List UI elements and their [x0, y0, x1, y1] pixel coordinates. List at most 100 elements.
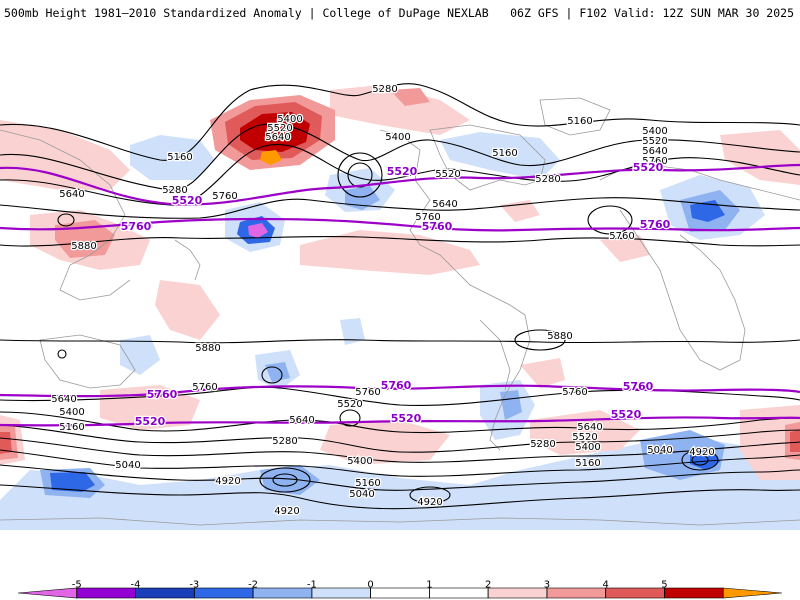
contour-closed-low	[337, 152, 383, 198]
contour-label: 5040	[647, 445, 672, 456]
contour-line	[0, 197, 800, 219]
contour-5760-south	[0, 384, 800, 398]
legend-tick-label: -1	[307, 580, 317, 591]
highlight-contour-label: 5760	[121, 220, 152, 233]
contour-closed-low	[57, 213, 75, 227]
anomaly-map: 5280540055205640516054005160516054005520…	[0, 40, 800, 560]
contour-label: 5640	[642, 146, 667, 157]
contour-label: 5040	[115, 460, 140, 471]
contour-label: 5160	[567, 116, 592, 127]
highlight-contour-label: 5760	[623, 380, 654, 393]
contour-closed-low	[514, 329, 566, 351]
coastline	[479, 319, 511, 391]
contour-5520-north	[0, 163, 800, 206]
highlight-contour-label: 5520	[172, 194, 203, 207]
contour-label: 5160	[59, 422, 84, 433]
contour-line	[0, 83, 800, 161]
coastline	[174, 239, 201, 281]
legend-tick-label: 0	[367, 580, 373, 591]
contour-label: 5280	[530, 439, 555, 450]
highlight-contour-label: 5760	[381, 379, 412, 392]
contour-label: 5640	[577, 422, 602, 433]
legend-tick-label: 1	[426, 580, 432, 591]
coastline	[429, 124, 546, 191]
legend-tick-label: 4	[603, 580, 609, 591]
contour-label: 5160	[492, 148, 517, 159]
contour-label: 5640	[51, 394, 76, 405]
legend-swatch	[546, 587, 606, 599]
legend-swatch	[429, 587, 489, 599]
contour-closed-low	[261, 366, 283, 384]
legend-tick-label: -5	[72, 580, 82, 591]
contour-label: 5760	[642, 156, 667, 167]
contour-line	[0, 424, 800, 453]
contour-label: 5280	[162, 185, 187, 196]
contour-label: 5160	[575, 458, 600, 469]
contour-closed-low	[339, 409, 361, 427]
contour-5760-north	[0, 217, 800, 232]
anomaly-negative-area	[0, 435, 800, 530]
legend-colorbar	[17, 587, 783, 599]
contour-label: 5400	[385, 132, 410, 143]
contour-label: 4920	[417, 497, 442, 508]
contour-line	[0, 123, 800, 191]
highlight-contour-label: 5520	[135, 415, 166, 428]
highlight-contour-label: 5760	[422, 220, 453, 233]
legend-swatch	[311, 587, 371, 599]
contour-label: 5160	[167, 152, 192, 163]
highlight-contour-label: 5520	[611, 408, 642, 421]
highlight-contour-label: 5520	[387, 165, 418, 178]
contour-label: 5760	[355, 387, 380, 398]
anomaly-positive-strong	[0, 432, 12, 454]
coastline	[39, 334, 136, 389]
coastline	[0, 517, 800, 526]
highlight-contour-label: 5520	[391, 412, 422, 425]
contour-label: 5520	[642, 136, 667, 147]
contour-closed-low	[347, 162, 373, 188]
legend-swatch	[722, 587, 783, 599]
contour-label: 5280	[372, 84, 397, 95]
highlight-contour-label: 5760	[147, 388, 178, 401]
contour-label: 5760	[192, 382, 217, 393]
legend-tick-label: -4	[131, 580, 141, 591]
anomaly-positive-strong	[790, 430, 800, 452]
contour-label: 5880	[547, 331, 572, 342]
contour-label: 5160	[355, 478, 380, 489]
anomaly-negative-strong	[345, 186, 380, 210]
contour-label: 5280	[272, 436, 297, 447]
contour-label: 4920	[689, 447, 714, 458]
coastlines	[0, 97, 800, 526]
legend-swatch	[135, 587, 195, 599]
model-valid-time: 06Z GFS | F102 Valid: 12Z SUN MAR 30 202…	[510, 6, 794, 20]
legend-swatch	[76, 587, 136, 599]
legend-tick-label: 3	[544, 580, 550, 591]
contour-label: 4920	[215, 476, 240, 487]
anomaly-negative-area	[340, 318, 365, 345]
anomaly-positive-area	[155, 280, 220, 340]
legend-tick-label: -3	[189, 580, 199, 591]
contour-label: 4920	[274, 506, 299, 517]
anomaly-positive-area	[520, 358, 565, 388]
contour-label: 5760	[212, 191, 237, 202]
anomaly-positive-area	[320, 420, 450, 465]
contour-line	[0, 411, 800, 434]
legend-tick-label: 5	[661, 580, 667, 591]
contour-label: 5400	[575, 442, 600, 453]
contour-label: 5640	[289, 415, 314, 426]
legend-tick-label: -2	[248, 580, 258, 591]
anomaly-positive-moderate	[390, 88, 430, 106]
contour-closed-low	[587, 205, 633, 235]
contour-line	[0, 464, 800, 491]
legend-swatch	[370, 587, 430, 599]
contour-label: 5880	[71, 241, 96, 252]
contour-label: 5880	[195, 343, 220, 354]
contour-label: 5520	[572, 432, 597, 443]
highlight-contour-label: 5760	[640, 218, 671, 231]
contour-label: 5760	[562, 387, 587, 398]
highlight-contour-label: 5520	[633, 161, 664, 174]
legend-swatch	[252, 587, 313, 599]
legend-tick-labels: -5 -4 -3 -2 -1 0 1 2 3 4 5	[72, 580, 668, 598]
anomaly-negative-core	[50, 472, 95, 492]
contour-label: 5280	[535, 174, 560, 185]
contour-closed-low	[681, 449, 719, 471]
